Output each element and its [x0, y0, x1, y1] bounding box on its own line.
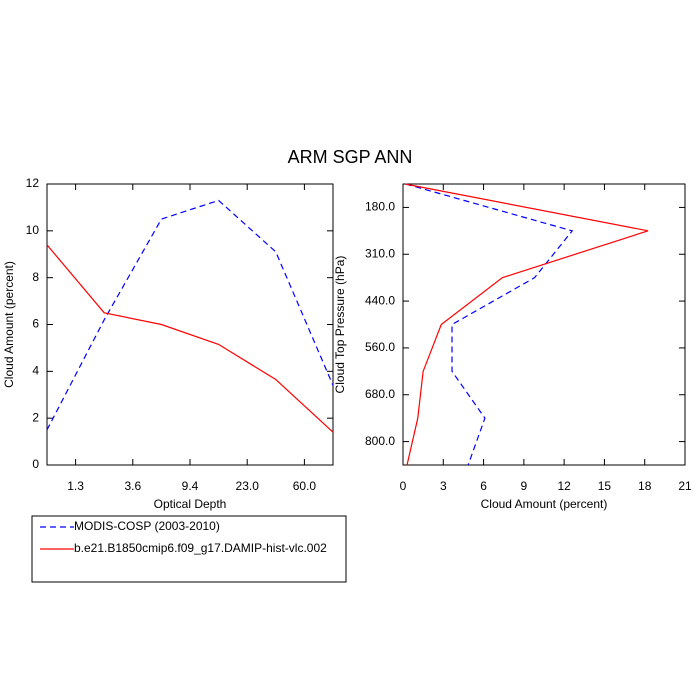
y-tick-label: 440.0	[365, 293, 395, 307]
x-tick-label: 60.0	[293, 479, 317, 493]
x-axis-label: Cloud Amount (percent)	[481, 497, 608, 511]
x-tick-label: 9.4	[182, 479, 199, 493]
x-tick-label: 23.0	[236, 479, 260, 493]
y-tick-label: 4	[32, 364, 39, 378]
y-axis-label: Cloud Top Pressure (hPa)	[333, 256, 347, 394]
y-tick-label: 800.0	[365, 434, 395, 448]
data-line	[404, 183, 649, 466]
data-line	[46, 199, 334, 431]
legend-label: b.e21.B1850cmip6.f09_g17.DAMIP-hist-vlc.…	[74, 541, 327, 555]
y-tick-label: 680.0	[365, 387, 395, 401]
x-tick-label: 6	[480, 479, 487, 493]
data-line	[405, 183, 574, 466]
y-tick-label: 8	[32, 270, 39, 284]
y-tick-label: 310.0	[365, 246, 395, 260]
x-tick-label: 15	[598, 479, 612, 493]
data-line	[46, 244, 334, 433]
y-tick-label: 6	[32, 317, 39, 331]
x-axis-label: Optical Depth	[154, 497, 227, 511]
y-axis-label: Cloud Amount (percent)	[2, 261, 16, 388]
legend-label: MODIS-COSP (2003-2010)	[74, 519, 220, 533]
legend	[31, 515, 347, 583]
x-tick-label: 18	[638, 479, 652, 493]
x-tick-label: 3	[440, 479, 447, 493]
y-tick-label: 180.0	[365, 200, 395, 214]
x-tick-label: 1.3	[67, 479, 84, 493]
y-tick-label: 560.0	[365, 340, 395, 354]
y-tick-label: 12	[26, 176, 40, 190]
x-tick-label: 3.6	[124, 479, 141, 493]
x-tick-label: 21	[678, 479, 692, 493]
x-tick-label: 0	[400, 479, 407, 493]
plot-frame	[402, 183, 686, 466]
y-tick-label: 0	[32, 457, 39, 471]
y-tick-label: 10	[26, 223, 40, 237]
x-tick-label: 9	[521, 479, 528, 493]
x-tick-label: 12	[557, 479, 571, 493]
y-tick-label: 2	[32, 410, 39, 424]
chart-title: ARM SGP ANN	[288, 147, 413, 167]
